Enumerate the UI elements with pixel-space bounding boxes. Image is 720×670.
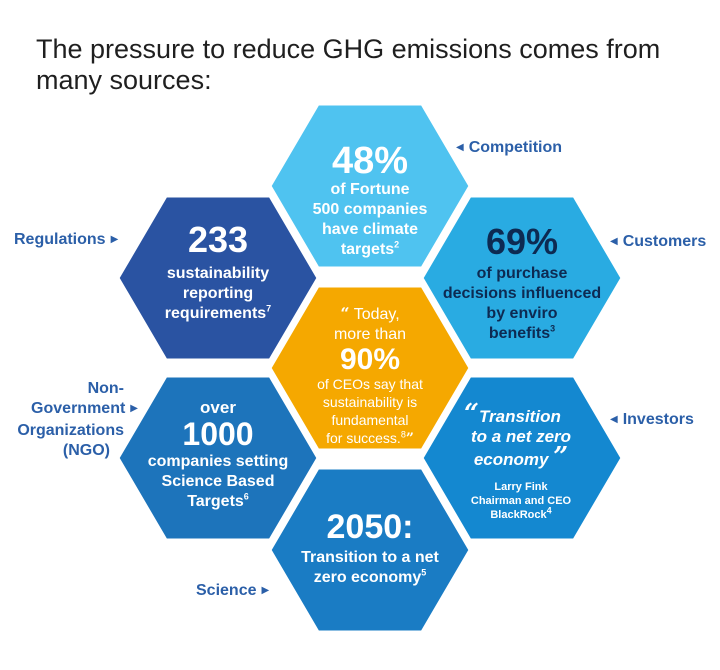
hexagon-investors — [420, 374, 624, 542]
label-ngo-line: (NGO) — [62, 442, 110, 459]
label-investors: Investors — [610, 410, 694, 432]
customers-stat: 69% of purchase decisions influenced by … — [432, 224, 612, 344]
ngo-text-line: companies setting — [147, 453, 289, 470]
investors-quote: “Transition to a net zero economy ” Larr… — [446, 399, 596, 522]
label-competition: Competition — [456, 138, 562, 160]
footnote-ref: 4 — [546, 505, 552, 516]
customers-text-line: benefits3 — [488, 323, 556, 342]
regulations-text-line: sustainability — [166, 265, 270, 282]
investors-attribution: BlackRock4 — [490, 505, 552, 521]
customers-text-line: of purchase — [476, 265, 568, 282]
ngo-text-line: Targets6 — [187, 491, 249, 510]
center-stat: “ Today, more than 90% of CEOs say that … — [290, 304, 450, 448]
competition-text-line: 500 companies — [312, 201, 428, 218]
competition-text-line: targets2 — [340, 239, 400, 258]
investors-quote-line: economy ” — [473, 442, 569, 472]
center-text-line: for success.8” — [326, 429, 414, 447]
hexagon-regulations — [116, 194, 320, 362]
competition-text-line: of Fortune — [330, 181, 410, 198]
label-ngo-line: Non- — [87, 380, 124, 397]
center-value: 90% — [339, 343, 401, 376]
investors-quote-line: “Transition — [464, 399, 561, 429]
regulations-text-line: requirements7 — [164, 303, 272, 322]
open-quote: “ — [464, 399, 479, 429]
customers-value: 69% — [485, 221, 559, 262]
label-customers: Customers — [610, 232, 707, 254]
ngo-stat: over 1000 companies setting Science Base… — [138, 398, 298, 512]
science-stat: 2050: Transition to a net zero economy5 — [280, 510, 460, 588]
customers-text-line: decisions influenced — [442, 285, 602, 302]
regulations-stat: 233 sustainability reporting requirement… — [138, 222, 298, 324]
label-regulations: Regulations — [14, 230, 118, 252]
hexagon-center — [268, 284, 472, 452]
center-pre-line: more than — [333, 326, 407, 343]
investors-attribution: Larry Fink — [494, 481, 548, 493]
footnote-ref: 7 — [266, 303, 272, 314]
center-text-line: sustainability is — [322, 394, 418, 410]
regulations-text-line: reporting — [182, 285, 254, 302]
center-text-line: of CEOs say that — [317, 376, 423, 392]
investors-quote-line: to a net zero — [470, 427, 572, 446]
hexagon-science — [268, 466, 472, 634]
competition-stat: 48% of Fortune 500 companies have climat… — [290, 142, 450, 260]
close-quote: ” — [405, 431, 414, 447]
ngo-value: 1000 — [182, 416, 254, 452]
science-text-line: Transition to a net — [301, 549, 439, 566]
science-value: 2050: — [326, 508, 414, 546]
footnote-ref: 5 — [421, 567, 427, 578]
label-science: Science — [196, 581, 269, 603]
hexagon-competition — [268, 102, 472, 270]
close-quote: ” — [553, 442, 569, 472]
center-text-line: fundamental — [331, 412, 409, 428]
label-ngo-line: Government — [0, 399, 138, 421]
ngo-text-line: Science Based — [161, 473, 275, 490]
page-title: The pressure to reduce GHG emissions com… — [36, 34, 661, 95]
investors-attribution: Chairman and CEO — [470, 495, 572, 507]
open-quote: “ — [340, 304, 350, 323]
footnote-ref: 8 — [400, 429, 406, 440]
competition-text-line: have climate — [321, 221, 419, 238]
footnote-ref: 3 — [550, 323, 556, 334]
regulations-value: 233 — [187, 219, 249, 260]
footnote-ref: 2 — [394, 239, 400, 250]
footnote-ref: 6 — [243, 491, 249, 502]
customers-text-line: by enviro — [486, 305, 558, 322]
competition-value: 48% — [331, 140, 409, 182]
label-ngo: Non- Government Organizations (NGO) — [0, 379, 138, 461]
science-text-line: zero economy5 — [313, 567, 427, 586]
ngo-pre: over — [200, 398, 236, 417]
label-ngo-line: Organizations — [17, 422, 124, 439]
hexagon-customers — [420, 194, 624, 362]
hexagon-ngo — [116, 374, 320, 542]
center-pre-line: “ Today, — [340, 304, 400, 323]
